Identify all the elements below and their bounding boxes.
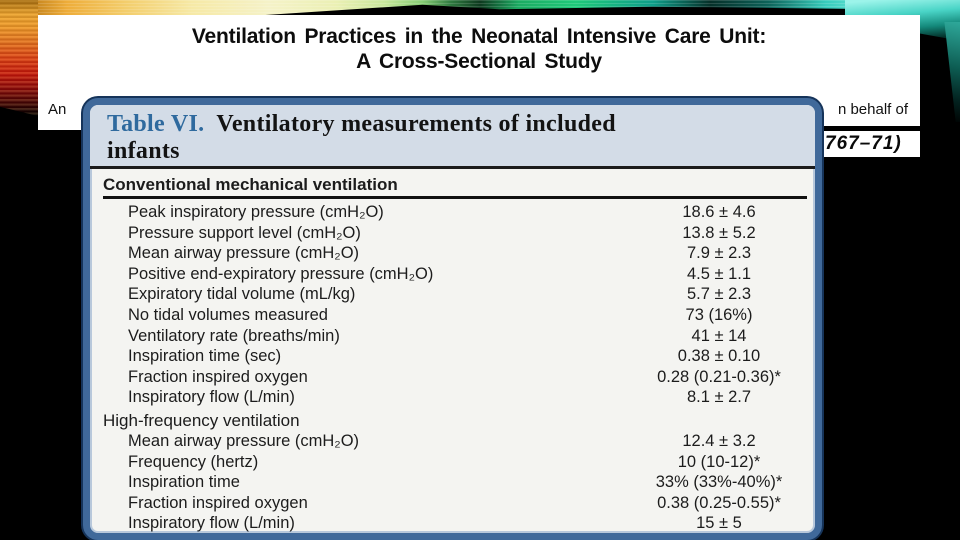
table-section-header: High-frequency ventilation: [103, 410, 300, 430]
table-row: Expiratory tidal volume (mL/kg) 5.7 ± 2.3: [102, 284, 809, 305]
row-value: 10 (10-12)*: [677, 452, 761, 471]
table-caption-line2: infants: [107, 138, 180, 164]
authors-left-fragment: An: [48, 101, 67, 118]
article-title-line2: A Cross-Sectional Study: [356, 50, 602, 73]
row-label: Mean airway pressure (cmH₂O): [128, 431, 360, 450]
table-row: Ventilatory rate (breaths/min) 41 ± 14: [102, 326, 809, 347]
row-label: Fraction inspired oxygen: [128, 493, 308, 512]
table-row: Inspiration time (sec) 0.38 ± 0.10: [102, 346, 809, 367]
row-value: 8.1 ± 2.7: [686, 388, 752, 407]
row-value: 0.38 ± 0.10: [677, 347, 761, 366]
table-row: Fraction inspired oxygen 0.28 (0.21-0.36)…: [102, 367, 809, 388]
table-row: Inspiratory flow (L/min) 8.1 ± 2.7: [102, 387, 809, 408]
row-value: 13.8 ± 5.2: [682, 223, 756, 242]
row-label: Inspiratory flow (L/min): [128, 514, 295, 533]
row-label: Ventilatory rate (breaths/min): [128, 326, 340, 345]
citation-fragment: 767–71): [820, 126, 920, 157]
row-label: Positive end-expiratory pressure (cmH₂O): [128, 264, 434, 283]
left-corner-gradient-decoration: [0, 0, 38, 116]
row-label: Fraction inspired oxygen: [128, 367, 308, 386]
table-row: Inspiratory flow (L/min) 15 ± 5: [102, 513, 809, 533]
top-ribbon-decoration: [0, 0, 960, 16]
row-value: 15 ± 5: [696, 514, 742, 533]
table-row: Frequency (hertz) 10 (10-12)*: [102, 452, 809, 473]
table-section-header: Conventional mechanical ventilation: [103, 175, 398, 194]
table-row: Mean airway pressure (cmH₂O) 12.4 ± 3.2: [102, 431, 809, 452]
row-label: Inspiration time (sec): [128, 347, 282, 366]
row-label: Inspiration time: [128, 473, 240, 492]
table-row: Peak inspiratory pressure (cmH₂O) 18.6 ± …: [102, 202, 809, 223]
ribbon-black-wedge: [249, 4, 960, 16]
row-label: Frequency (hertz): [128, 452, 259, 471]
row-label: Expiratory tidal volume (mL/kg): [128, 285, 356, 304]
row-label: Pressure support level (cmH₂O): [128, 223, 361, 242]
table-row: Mean airway pressure (cmH₂O) 7.9 ± 2.3: [102, 243, 809, 264]
table-row: Pressure support level (cmH₂O) 13.8 ± 5.2: [102, 223, 809, 244]
row-value: 0.38 (0.25-0.55)*: [657, 493, 781, 512]
row-label: Mean airway pressure (cmH₂O): [128, 244, 360, 263]
citation-text: 767–71): [825, 133, 902, 154]
table-row: Fraction inspired oxygen 0.38 (0.25-0.55)…: [102, 493, 809, 514]
article-title-line1: Ventilation Practices in the Neonatal In…: [191, 25, 767, 48]
row-value: 41 ± 14: [691, 326, 747, 345]
table-body: Conventional mechanical ventilation Peak …: [90, 169, 815, 533]
table-section-rule: [103, 196, 807, 199]
table-vi-figure: Table VI. Ventilatory measurements of inc…: [83, 98, 822, 540]
row-value: 33% (33%-40%)*: [655, 473, 783, 492]
row-value: 5.7 ± 2.3: [686, 285, 752, 304]
authors-right-fragment: n behalf of: [837, 101, 908, 118]
row-label: Peak inspiratory pressure (cmH₂O): [128, 203, 384, 221]
row-value: 7.9 ± 2.3: [686, 244, 752, 263]
row-value: 4.5 ± 1.1: [686, 264, 752, 283]
row-label: Inspiratory flow (L/min): [128, 388, 295, 407]
row-value: 73 (16%): [685, 305, 753, 324]
table-row: Positive end-expiratory pressure (cmH₂O)…: [102, 264, 809, 285]
table-row: Inspiration time 33% (33%-40%)*: [102, 472, 809, 493]
article-title: Ventilation Practices in the Neonatal In…: [38, 15, 920, 74]
row-value: 12.4 ± 3.2: [682, 431, 756, 450]
row-label: No tidal volumes measured: [128, 305, 328, 324]
table-caption: Table VI. Ventilatory measurements of inc…: [90, 105, 815, 169]
table-caption-line1: Ventilatory measurements of included: [216, 111, 616, 137]
row-value: 18.6 ± 4.6: [682, 203, 756, 221]
table-number-label: Table VI.: [107, 111, 205, 137]
row-value: 0.28 (0.21-0.36)*: [657, 367, 781, 386]
table-row: No tidal volumes measured 73 (16%): [102, 305, 809, 326]
